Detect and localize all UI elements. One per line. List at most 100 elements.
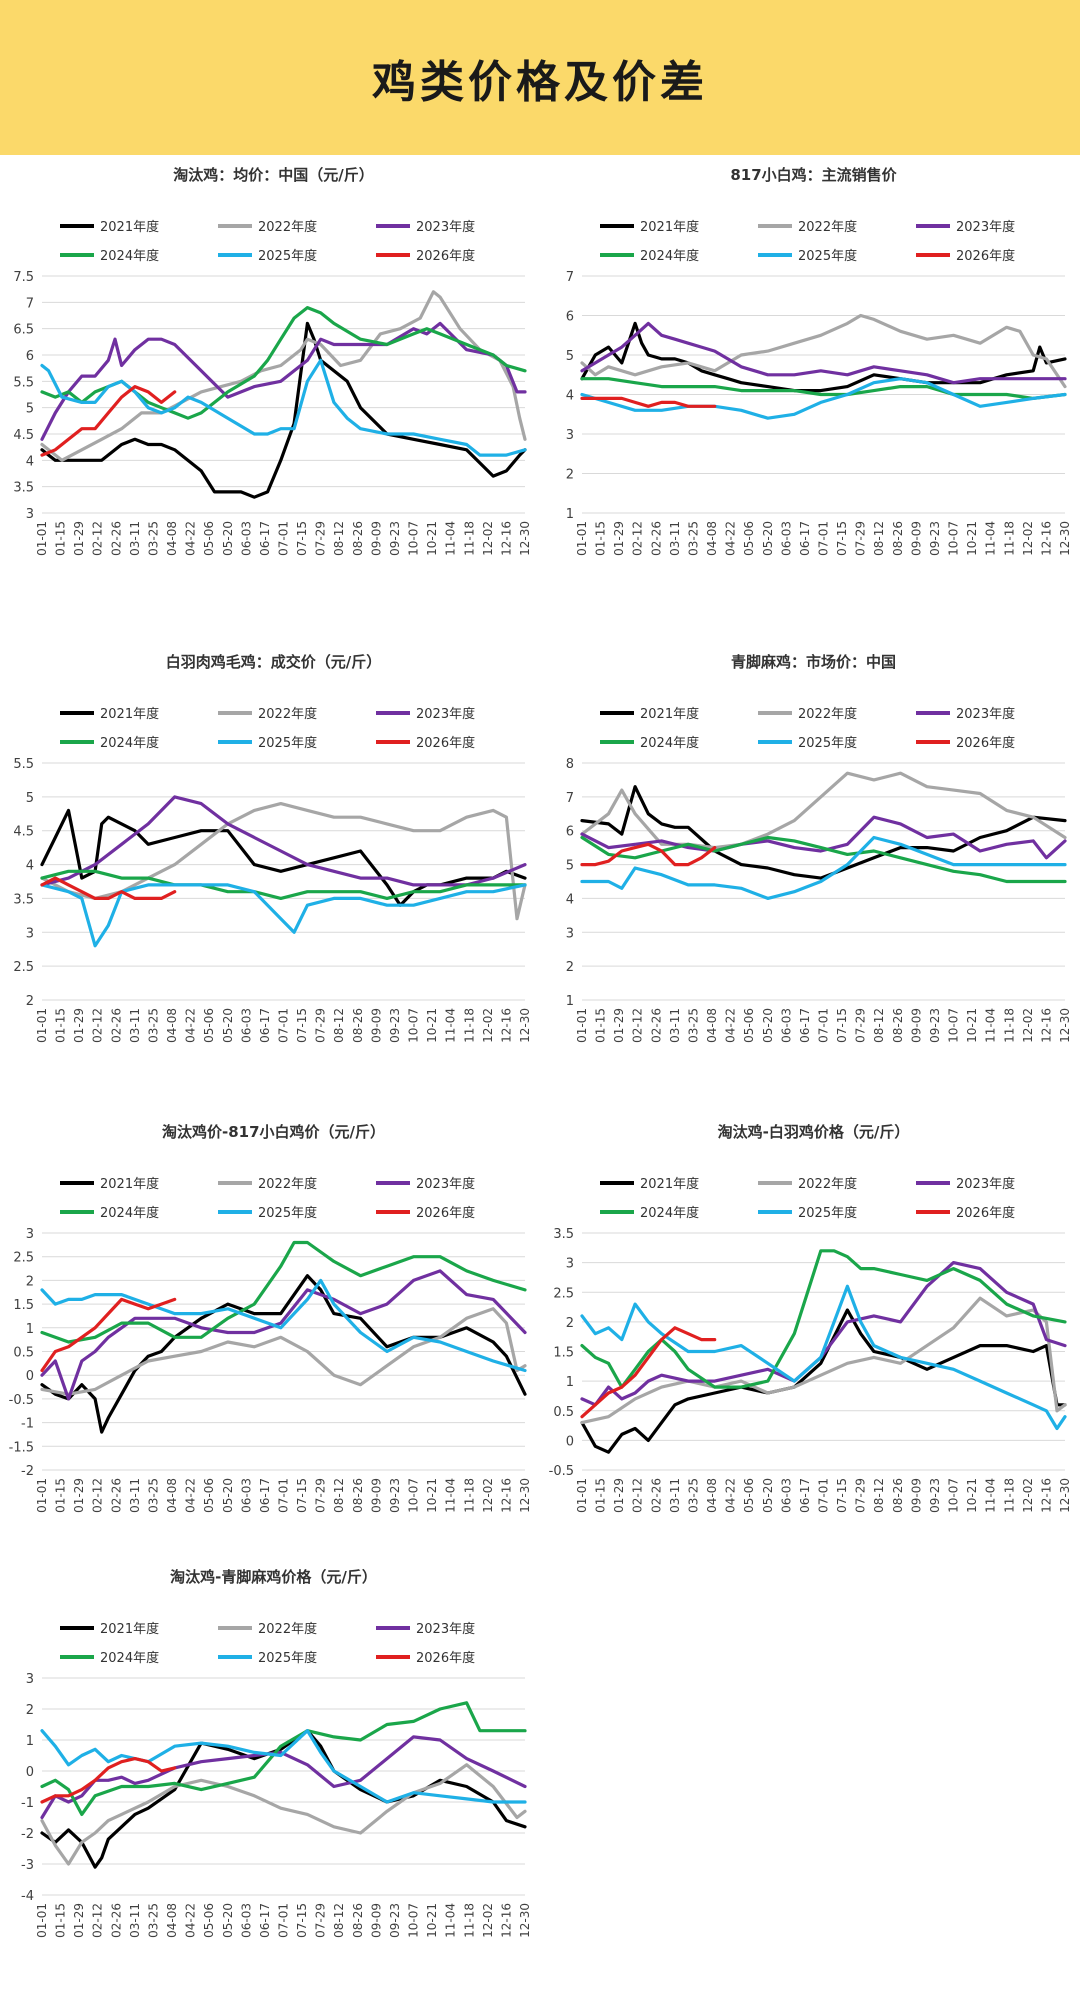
x-tick-label: 04-22 (184, 521, 198, 556)
x-tick-label: 01-29 (612, 1478, 626, 1513)
x-tick-label: 10-21 (425, 1008, 439, 1043)
x-tick-label: 07-01 (277, 1008, 291, 1043)
x-tick-label: 03-25 (686, 521, 700, 556)
chart-spread-cull-vs-817: 淘汰鸡价-817小白鸡价（元/斤） 2021年度 2022年度 2023年度 2024年… (9, 1123, 532, 1513)
x-tick-label: 01-15 (54, 1008, 68, 1043)
x-tick-label: 06-03 (239, 521, 253, 556)
legend-label: 2021年度 (100, 219, 159, 235)
x-tick-label: 07-15 (835, 1478, 849, 1513)
x-tick-label: 02-12 (91, 521, 105, 556)
y-tick-label: 3 (566, 926, 574, 941)
x-tick-label: 06-03 (239, 1478, 253, 1513)
x-tick-label: 08-12 (872, 1008, 886, 1043)
legend-label: 2023年度 (956, 219, 1015, 235)
x-tick-label: 04-08 (705, 1008, 719, 1043)
legend-item-2021-: 2021年度 (600, 1176, 699, 1192)
y-tick-label: 5 (566, 349, 574, 364)
series-line-2023- (580, 321, 1067, 385)
x-tick-label: 12-02 (481, 521, 495, 556)
legend-label: 2022年度 (258, 1621, 317, 1637)
x-tick-label: 12-02 (1021, 521, 1035, 556)
x-tick-label: 04-22 (724, 1478, 738, 1513)
x-tick-label: 07-29 (314, 521, 328, 556)
x-tick-label: 12-16 (499, 1478, 513, 1513)
x-tick-label: 12-30 (518, 1903, 532, 1938)
legend-label: 2023年度 (956, 1176, 1015, 1192)
x-tick-label: 05-20 (221, 1008, 235, 1043)
x-tick-label: 03-25 (146, 521, 160, 556)
x-tick-label: 10-07 (407, 1478, 421, 1513)
x-tick-label: 06-17 (258, 1008, 272, 1043)
x-tick-label: 10-07 (947, 521, 961, 556)
x-tick-label: 11-04 (444, 1903, 458, 1938)
series-line-2022- (40, 290, 527, 462)
legend-label: 2024年度 (640, 1205, 699, 1221)
legend-label: 2021年度 (640, 706, 699, 722)
series-line-2021- (580, 1308, 1067, 1454)
series-line-2022- (580, 771, 1067, 850)
x-tick-label: 08-12 (332, 1478, 346, 1513)
x-tick-label: 12-30 (518, 521, 532, 556)
x-tick-label: 01-15 (594, 521, 608, 556)
y-tick-label: 4 (26, 859, 34, 874)
legend-item-2023-: 2023年度 (376, 1176, 475, 1192)
y-tick-label: 3.5 (13, 481, 34, 496)
legend-item-2023-: 2023年度 (916, 219, 1015, 235)
x-tick-label: 05-06 (202, 1478, 216, 1513)
chart-cull-hen-avg-price: 淘汰鸡：均价：中国（元/斤） 2021年度 2022年度 2023年度 2024年度 20… (13, 166, 532, 556)
series-line-2024- (40, 869, 527, 900)
y-tick-label: 4.5 (13, 825, 34, 840)
y-tick-label: 1 (566, 1375, 574, 1390)
x-tick-label: 01-29 (612, 1008, 626, 1043)
x-tick-label: 09-23 (388, 521, 402, 556)
y-tick-label: 0.5 (553, 1405, 574, 1420)
y-tick-label: 6 (566, 825, 574, 840)
x-tick-label: 07-01 (277, 1478, 291, 1513)
x-tick-label: 02-26 (649, 1478, 663, 1513)
x-tick-label: 08-26 (351, 521, 365, 556)
legend-label: 2025年度 (258, 735, 317, 751)
x-tick-label: 02-12 (91, 1478, 105, 1513)
x-tick-label: 04-22 (724, 521, 738, 556)
x-tick-label: 11-04 (444, 1008, 458, 1043)
legend-item-2022-: 2022年度 (758, 1176, 857, 1192)
y-tick-label: 0 (26, 1369, 34, 1384)
x-tick-label: 07-01 (277, 1903, 291, 1938)
y-tick-label: 7 (26, 296, 34, 311)
series-line-2025- (40, 883, 527, 948)
y-tick-label: 4.5 (13, 428, 34, 443)
y-tick-label: -1 (21, 1796, 34, 1811)
x-tick-label: 07-15 (835, 521, 849, 556)
x-tick-label: 08-26 (891, 1478, 905, 1513)
x-tick-label: 11-18 (462, 1478, 476, 1513)
y-tick-label: 6 (26, 349, 34, 364)
x-tick-label: 07-15 (295, 1478, 309, 1513)
chart-spread-cull-vs-hemp: 淘汰鸡-青脚麻鸡价格（元/斤） 2021年度 2022年度 2023年度 2024年度 2… (21, 1568, 532, 1938)
series-line-2023- (40, 1269, 527, 1401)
x-tick-label: 05-20 (221, 1903, 235, 1938)
legend-item-2022-: 2022年度 (218, 1176, 317, 1192)
x-tick-label: 04-08 (165, 1008, 179, 1043)
x-tick-label: 09-09 (369, 1903, 383, 1938)
y-tick-label: 2 (566, 960, 574, 975)
x-tick-label: 02-26 (109, 1903, 123, 1938)
legend-item-2024-: 2024年度 (600, 248, 699, 264)
legend-label: 2022年度 (258, 706, 317, 722)
series-line-2022- (40, 1307, 527, 1396)
x-tick-label: 03-25 (146, 1478, 160, 1513)
x-tick-label: 11-04 (984, 1478, 998, 1513)
series-line-2025- (580, 1284, 1067, 1431)
x-tick-label: 12-16 (499, 521, 513, 556)
y-tick-label: 1.5 (553, 1346, 574, 1361)
x-tick-label: 07-15 (295, 521, 309, 556)
x-tick-label: 09-09 (369, 1478, 383, 1513)
x-tick-label: 01-01 (575, 1008, 589, 1043)
series-line-2021- (40, 1274, 527, 1434)
x-tick-label: 10-07 (407, 1903, 421, 1938)
x-tick-label: 12-02 (481, 1008, 495, 1043)
legend-label: 2026年度 (956, 1205, 1015, 1221)
series-line-2026- (580, 842, 717, 867)
y-tick-label: 1.5 (13, 1298, 34, 1313)
legend-label: 2022年度 (258, 1176, 317, 1192)
